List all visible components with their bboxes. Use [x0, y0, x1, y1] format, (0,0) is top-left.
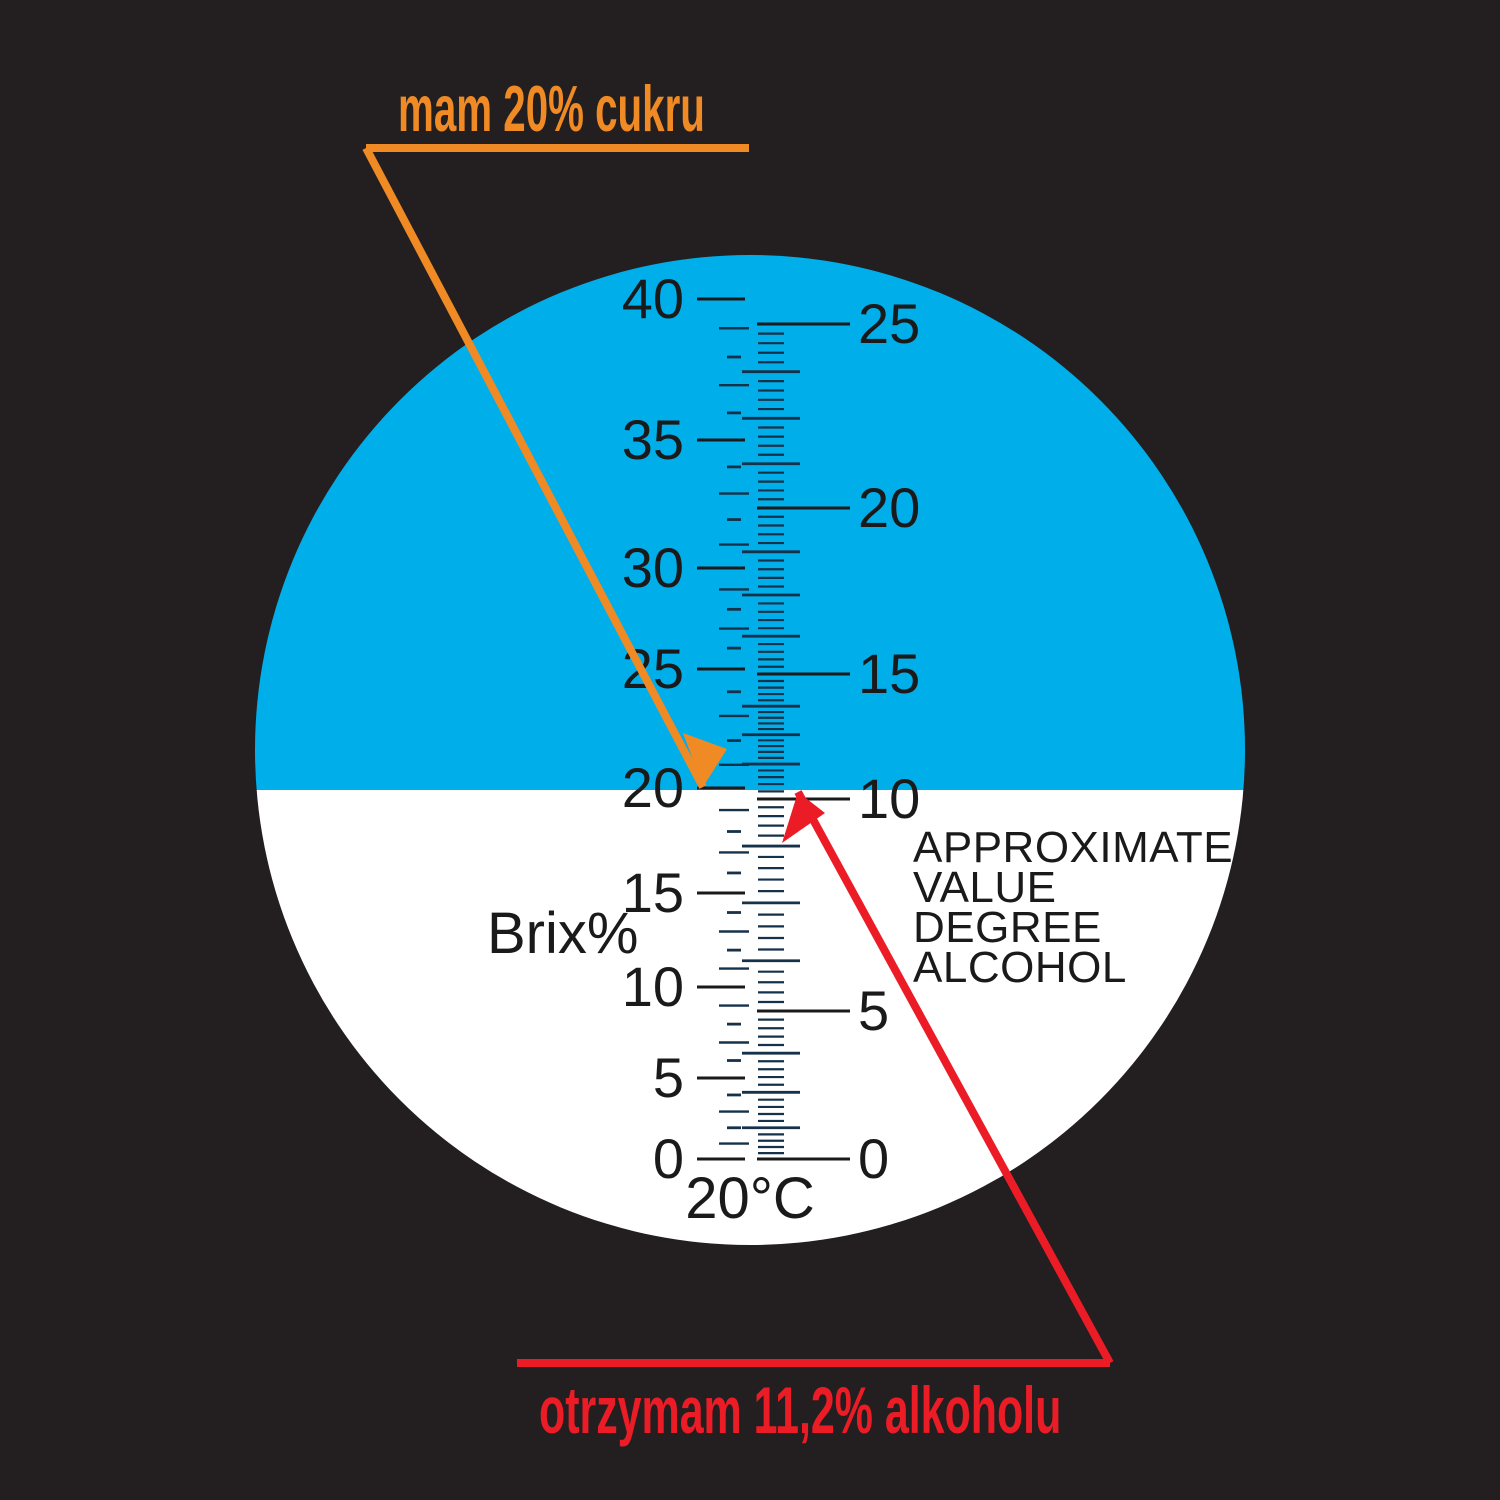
svg-text:20: 20	[858, 476, 920, 539]
svg-text:0: 0	[858, 1127, 889, 1190]
svg-text:ALCOHOL: ALCOHOL	[913, 943, 1127, 992]
svg-text:40: 40	[622, 267, 684, 330]
svg-text:20: 20	[622, 756, 684, 819]
svg-text:35: 35	[622, 408, 684, 471]
svg-text:15: 15	[858, 642, 920, 705]
svg-text:5: 5	[858, 979, 889, 1042]
svg-text:10: 10	[858, 767, 920, 830]
svg-text:5: 5	[653, 1046, 684, 1109]
svg-text:mam 20% cukru: mam 20% cukru	[398, 73, 705, 145]
svg-text:otrzymam 11,2% alkoholu: otrzymam 11,2% alkoholu	[539, 1374, 1061, 1448]
svg-text:30: 30	[622, 536, 684, 599]
svg-text:25: 25	[858, 292, 920, 355]
svg-text:20°C: 20°C	[685, 1166, 815, 1231]
svg-text:Brix%: Brix%	[487, 901, 638, 966]
svg-text:0: 0	[653, 1127, 684, 1190]
